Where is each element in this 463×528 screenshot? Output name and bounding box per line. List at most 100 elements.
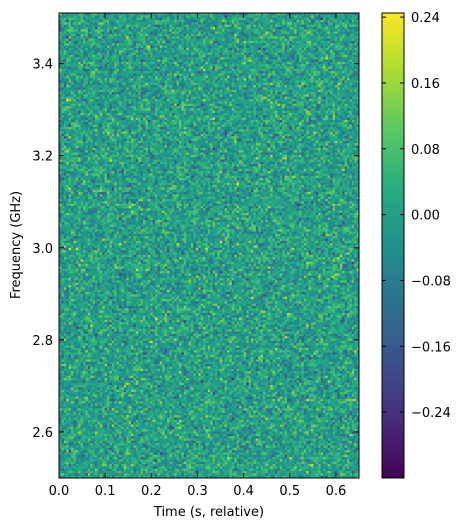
heatmap-cell	[285, 83, 288, 86]
heatmap-cell	[258, 27, 261, 30]
heatmap-cell	[213, 94, 216, 97]
heatmap-cell	[193, 87, 196, 90]
heatmap-cell	[333, 43, 336, 46]
heatmap-cell	[143, 64, 146, 67]
heatmap-cell	[66, 39, 69, 42]
heatmap-cell	[114, 71, 117, 74]
heatmap-cell	[292, 62, 295, 65]
heatmap-cell	[234, 83, 237, 86]
heatmap-cell	[85, 20, 88, 23]
heatmap-cell	[275, 41, 278, 44]
heatmap-cell	[196, 25, 199, 28]
heatmap-cell	[239, 101, 242, 104]
heatmap-cell	[333, 18, 336, 21]
heatmap-cell	[179, 62, 182, 65]
heatmap-cell	[321, 36, 324, 39]
heatmap-cell	[316, 15, 319, 18]
heatmap-cell	[222, 66, 225, 69]
heatmap-cell	[153, 66, 156, 69]
heatmap-cell	[249, 25, 252, 28]
heatmap-cell	[76, 94, 79, 97]
heatmap-cell	[177, 78, 180, 81]
heatmap-cell	[93, 92, 96, 95]
heatmap-cell	[186, 43, 189, 46]
heatmap-cell	[66, 55, 69, 58]
heatmap-cell	[333, 92, 336, 95]
heatmap-cell	[292, 83, 295, 86]
heatmap-cell	[328, 34, 331, 37]
heatmap-cell	[301, 34, 304, 37]
heatmap-cell	[95, 92, 98, 95]
heatmap-cell	[102, 76, 105, 79]
heatmap-cell	[172, 29, 175, 32]
heatmap-cell	[282, 62, 285, 65]
heatmap-cell	[244, 99, 247, 102]
heatmap-cell	[88, 99, 91, 102]
heatmap-cell	[177, 69, 180, 72]
heatmap-cell	[347, 41, 350, 44]
heatmap-cell	[292, 43, 295, 46]
heatmap-cell	[193, 92, 196, 95]
heatmap-cell	[265, 25, 268, 28]
heatmap-cell	[268, 55, 271, 58]
heatmap-cell	[157, 39, 160, 42]
heatmap-cell	[261, 50, 264, 53]
heatmap-cell	[246, 66, 249, 69]
heatmap-cell	[131, 90, 134, 93]
heatmap-cell	[309, 50, 312, 53]
heatmap-cell	[225, 18, 228, 21]
heatmap-cell	[97, 92, 100, 95]
heatmap-cell	[304, 22, 307, 25]
heatmap-cell	[213, 60, 216, 63]
heatmap-cell	[297, 46, 300, 49]
heatmap-cell	[131, 80, 134, 83]
heatmap-cell	[141, 101, 144, 104]
heatmap-cell	[265, 94, 268, 97]
heatmap-cell	[143, 18, 146, 21]
heatmap-cell	[313, 27, 316, 30]
heatmap-cell	[253, 34, 256, 37]
heatmap-cell	[318, 101, 321, 104]
heatmap-cell	[150, 87, 153, 90]
heatmap-cell	[117, 29, 120, 32]
heatmap-cell	[143, 22, 146, 25]
heatmap-cell	[323, 22, 326, 25]
heatmap-cell	[196, 53, 199, 56]
heatmap-cell	[157, 90, 160, 93]
heatmap-cell	[352, 97, 355, 100]
heatmap-cell	[191, 36, 194, 39]
heatmap-cell	[136, 39, 139, 42]
heatmap-cell	[280, 22, 283, 25]
heatmap-cell	[210, 25, 213, 28]
heatmap-cell	[155, 55, 158, 58]
heatmap-cell	[109, 32, 112, 35]
heatmap-cell	[282, 97, 285, 100]
heatmap-cell	[145, 104, 148, 107]
heatmap-cell	[129, 66, 132, 69]
heatmap-cell	[261, 48, 264, 51]
heatmap-cell	[162, 76, 165, 79]
heatmap-cell	[217, 20, 220, 23]
heatmap-cell	[114, 50, 117, 53]
heatmap-cell	[299, 20, 302, 23]
heatmap-cell	[313, 32, 316, 35]
heatmap-cell	[64, 71, 67, 74]
heatmap-cell	[316, 97, 319, 100]
heatmap-cell	[237, 90, 240, 93]
heatmap-cell	[340, 92, 343, 95]
heatmap-cell	[177, 22, 180, 25]
heatmap-cell	[301, 101, 304, 104]
heatmap-cell	[301, 41, 304, 44]
heatmap-cell	[225, 94, 228, 97]
heatmap-cell	[114, 101, 117, 104]
heatmap-cell	[126, 60, 129, 63]
heatmap-cell	[129, 57, 132, 60]
heatmap-cell	[227, 87, 230, 90]
heatmap-cell	[294, 85, 297, 88]
heatmap-cell	[66, 90, 69, 93]
heatmap-cell	[102, 94, 105, 97]
heatmap-cell	[258, 76, 261, 79]
heatmap-cell	[275, 36, 278, 39]
heatmap-cell	[246, 99, 249, 102]
heatmap-cell	[244, 94, 247, 97]
